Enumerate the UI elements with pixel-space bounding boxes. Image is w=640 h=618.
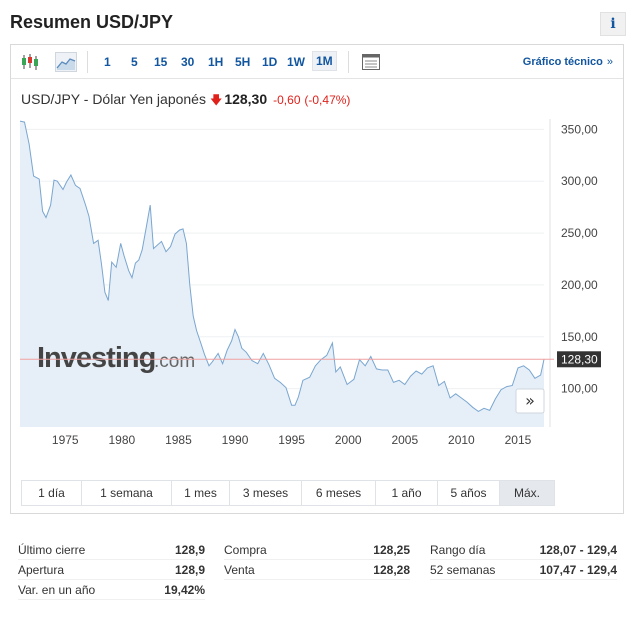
stat-label: Último cierre [18,543,86,557]
x-tick-label: 1990 [222,433,249,447]
range-1-day[interactable]: 1 día [22,481,82,505]
stats-column-3: Rango día 128,07 - 129,4 52 semanas 107,47… [430,540,617,580]
price-change: -0,60 [273,93,301,107]
range-5-years[interactable]: 5 años [438,481,500,505]
stat-label: Apertura [18,563,65,577]
technical-chart-label: Gráfico técnico [522,56,603,68]
x-tick-label: 2015 [505,433,532,447]
stat-last-close: Último cierre 128,9 [18,540,205,560]
range-1-year[interactable]: 1 año [376,481,438,505]
x-tick-label: 1980 [109,433,136,447]
toolbar-separator [87,51,88,73]
stat-value: 19,42% [164,583,205,597]
y-tick-label: 150,00 [561,330,598,344]
last-price-badge [557,351,601,368]
y-tick-label: 300,00 [561,174,598,188]
stat-52-weeks: 52 semanas 107,47 - 129,4 [430,560,617,580]
stat-value: 128,28 [373,563,410,577]
stat-label: Compra [224,543,267,557]
stat-day-range: Rango día 128,07 - 129,4 [430,540,617,560]
period-5-button[interactable]: 5 [131,55,138,69]
toolbar-separator [348,51,349,73]
price-change-percent: (-0,47%) [304,93,351,107]
period-30-button[interactable]: 30 [181,55,195,69]
y-axis: 350,00 300,00 250,00 200,00 150,00 100,00 [561,122,598,395]
price-area-fill [20,121,544,427]
stat-open: Apertura 128,9 [18,560,205,580]
range-max[interactable]: Máx. [500,481,554,505]
stat-value: 128,9 [174,563,205,577]
down-arrow-icon: 🡇 [209,93,223,107]
chart-toolbar: 1 5 15 30 1H 5H 1D 1W 1M Gráfico técnico… [11,45,623,79]
quote-header: USD/JPY - Dólar Yen japonés 🡇 128,30 -0,60 … [21,91,350,112]
period-1-button[interactable]: 1 [104,55,111,69]
double-chevron-right-icon: » [525,391,535,410]
stat-label: Var. en un año [18,583,96,597]
y-tick-label: 200,00 [561,278,598,292]
investing-watermark: Investing [37,342,155,374]
period-1d-button[interactable]: 1D [262,55,278,69]
chart-scroll-button[interactable] [515,388,545,414]
stat-year-change: Var. en un año 19,42% [18,580,205,600]
stat-label: Venta [224,563,255,577]
x-tick-label: 1975 [52,433,79,447]
current-price: 128,30 [224,91,268,107]
range-selector: 1 día 1 semana 1 mes 3 meses 6 meses 1 a… [21,480,555,506]
candlestick-chart-icon[interactable] [19,52,41,72]
x-tick-label: 1985 [165,433,192,447]
stats-column-1: Último cierre 128,9 Apertura 128,9 Var. en… [18,540,205,600]
range-1-week[interactable]: 1 semana [82,481,172,505]
period-1m-button[interactable]: 1M [312,51,337,71]
page-title: Resumen USD/JPY [10,12,174,32]
x-axis: 1975 1980 1985 1990 1995 2000 2005 2010 2015 [52,433,532,447]
period-15-button[interactable]: 15 [154,55,168,69]
x-tick-label: 2000 [335,433,362,447]
chevron-right-icon: » [606,56,613,68]
period-1h-button[interactable]: 1H [208,55,224,69]
range-6-months[interactable]: 6 meses [302,481,376,505]
table-view-icon[interactable] [360,52,382,72]
stat-ask: Venta 128,28 [224,560,410,580]
info-button[interactable]: i [600,12,626,36]
stat-value: 107,47 - 129,4 [539,563,617,577]
investing-watermark-suffix: .com [154,351,195,372]
x-tick-label: 2010 [448,433,475,447]
stat-label: Rango día [430,543,486,557]
instrument-name: USD/JPY - Dólar Yen japonés [21,91,206,107]
y-tick-label: 350,00 [561,122,598,136]
stats-column-2: Compra 128,25 Venta 128,28 [224,540,410,580]
y-tick-label: 250,00 [561,226,598,240]
range-3-months[interactable]: 3 meses [230,481,302,505]
period-1w-button[interactable]: 1W [287,55,305,69]
chart-panel: 1 5 15 30 1H 5H 1D 1W 1M Gráfico técnico… [10,44,624,514]
area-chart-icon[interactable] [55,52,77,72]
x-tick-label: 2005 [391,433,418,447]
technical-chart-link[interactable]: Gráfico técnico» [523,56,613,68]
stat-value: 128,25 [373,543,410,557]
price-line [19,120,545,412]
stat-value: 128,9 [174,543,205,557]
stat-value: 128,07 - 129,4 [539,543,617,557]
stat-label: 52 semanas [430,563,496,577]
price-chart[interactable]: Investing .com 350,00 300,00 250,00 200,00 1… [11,119,623,475]
y-tick-label: 100,00 [561,382,598,396]
x-tick-label: 1995 [278,433,305,447]
last-price-label: 128,30 [561,352,598,366]
stat-bid: Compra 128,25 [224,540,410,560]
period-5h-button[interactable]: 5H [235,55,251,69]
range-1-month[interactable]: 1 mes [172,481,230,505]
